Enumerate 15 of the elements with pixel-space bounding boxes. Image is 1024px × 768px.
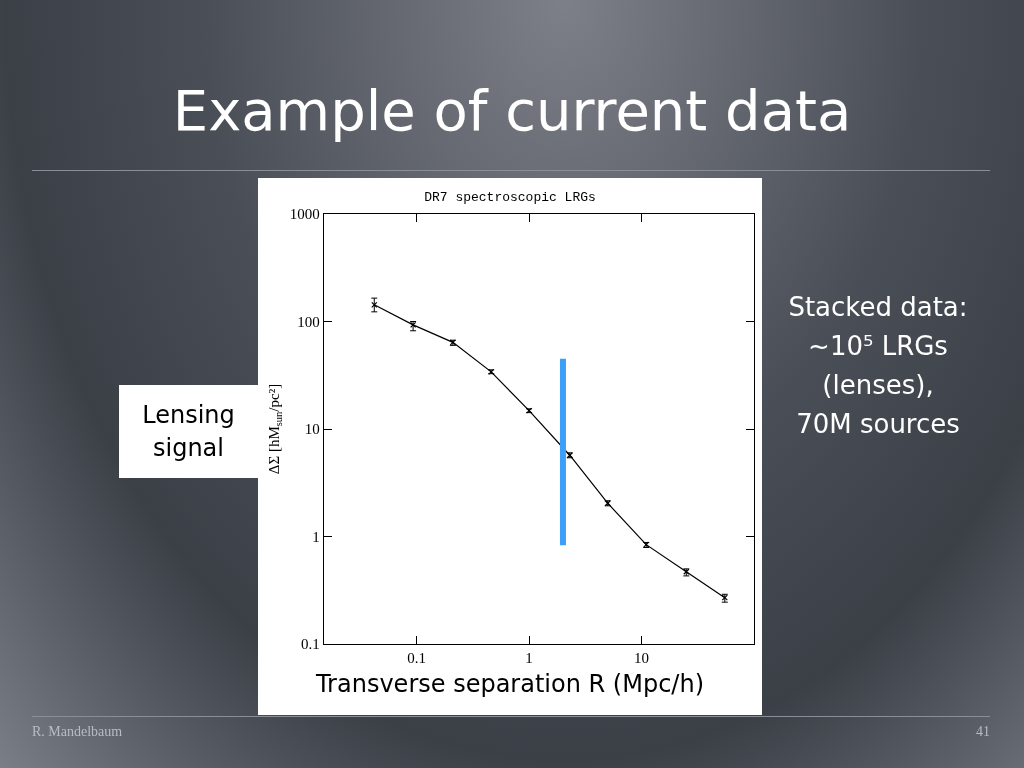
y-tick-label: 1000 — [289, 206, 320, 223]
x-tick-label: 10 — [634, 650, 650, 667]
text: Lensing signal — [142, 400, 235, 464]
text: Stacked data: ~10⁵ LRGs (lenses), 70M sources — [787, 291, 969, 441]
y-tick-label: 1 — [312, 528, 320, 545]
text: R. Mandelbaum — [32, 724, 124, 740]
x-axis-title: Transverse separation R (Mpc/h) — [315, 670, 705, 698]
x-tick-label: 1 — [525, 650, 533, 667]
y-tick-label: 10 — [304, 421, 320, 438]
x-tick-label: 0.1 — [407, 650, 427, 667]
y-tick-label: 0.1 — [301, 636, 320, 653]
chart-subtitle: DR7 spectroscopic LRGs — [424, 190, 596, 206]
chart-title: Example of current data — [171, 78, 853, 143]
y-tick-label: 100 — [297, 313, 320, 330]
text: 41 — [975, 724, 990, 740]
